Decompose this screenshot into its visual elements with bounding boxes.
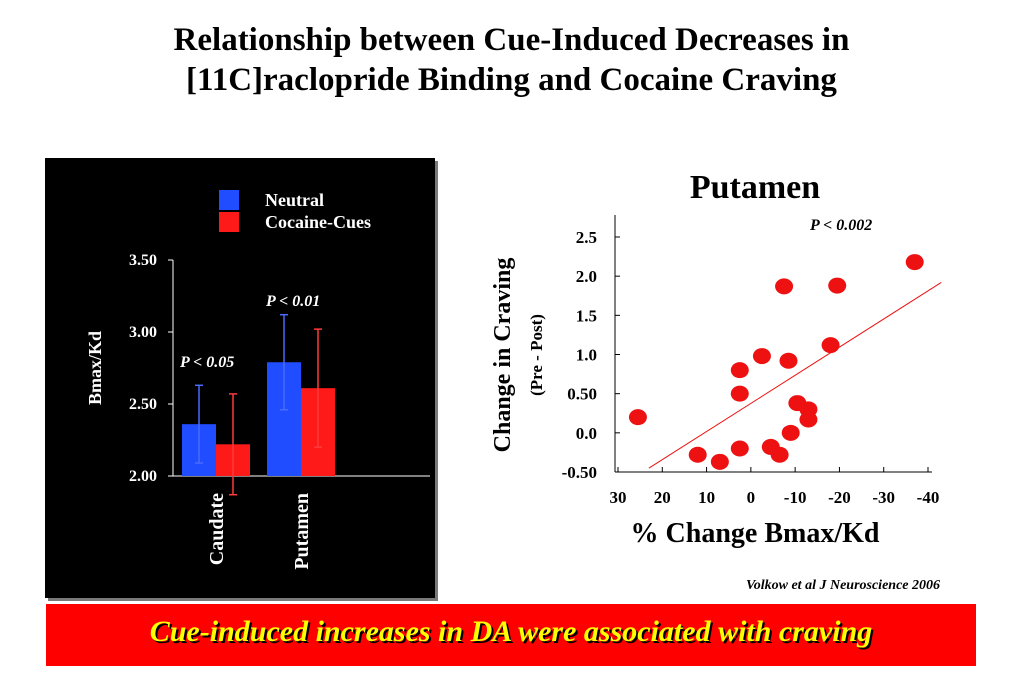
- p-value-caudate: P < 0.05: [179, 354, 234, 371]
- bar-chart: 2.00 2.50 3.00 3.50 Bmax/Kd Caudate Putamen P <…: [85, 190, 430, 570]
- data-point: [770, 446, 789, 463]
- y-tick-label: -0.50: [562, 463, 597, 482]
- slide-title-line-2: [11C]raclopride Binding and Cocaine Crav…: [186, 62, 837, 98]
- data-point: [799, 411, 818, 428]
- data-point: [775, 278, 794, 295]
- category-label-caudate: Caudate: [206, 493, 228, 565]
- data-point: [688, 446, 707, 463]
- slide-title: Relationship between Cue-Induced Decreas…: [0, 20, 1023, 100]
- y-tick-label: 2.00: [129, 468, 157, 485]
- y-tick-label: 2.50: [129, 396, 157, 413]
- legend-label-neutral: Neutral: [265, 190, 324, 210]
- y-axis-label: Change in Craving: [490, 258, 516, 453]
- x-tick-label: 10: [698, 488, 715, 507]
- legend-swatch-cocainecues: [219, 212, 239, 232]
- y-tick-label: 1.5: [576, 306, 597, 325]
- data-point: [828, 277, 847, 294]
- data-point: [730, 385, 749, 402]
- x-tick-label: -30: [872, 488, 895, 507]
- y-tick-label: 2.0: [576, 267, 597, 286]
- data-point: [905, 254, 924, 271]
- x-tick-label: -40: [917, 488, 940, 507]
- conclusion-banner: Cue-induced increases in DA were associa…: [46, 604, 976, 666]
- x-tick-label: 20: [654, 488, 671, 507]
- data-point: [628, 409, 647, 426]
- legend-label-cocainecues: Cocaine-Cues: [265, 212, 371, 232]
- x-tick-label: 0: [747, 488, 756, 507]
- data-point: [821, 337, 840, 354]
- conclusion-text: Cue-induced increases in DA were associa…: [149, 615, 873, 648]
- data-point: [730, 440, 749, 457]
- bar-chart-panel: 2.00 2.50 3.00 3.50 Bmax/Kd Caudate Putamen P <…: [45, 158, 435, 598]
- y-axis-label: Bmax/Kd: [85, 331, 105, 405]
- x-tick-label: -20: [828, 488, 851, 507]
- y-tick-label: 0.0: [576, 424, 597, 443]
- x-tick-label: -10: [784, 488, 807, 507]
- y-tick-label: 1.0: [576, 346, 597, 365]
- data-point: [781, 424, 800, 441]
- data-point: [710, 453, 729, 470]
- p-value-scatter: P < 0.002: [809, 217, 872, 234]
- y-tick-label: 3.00: [129, 324, 157, 341]
- y-tick-label: 3.50: [129, 252, 157, 269]
- legend-swatch-neutral: [219, 190, 239, 210]
- y-tick-label: 0.50: [567, 385, 597, 404]
- x-tick-label: 30: [610, 488, 627, 507]
- x-axis-label: % Change Bmax/Kd: [631, 518, 880, 549]
- category-label-putamen: Putamen: [291, 493, 313, 570]
- p-value-putamen: P < 0.01: [265, 293, 320, 310]
- y-tick-label: 2.5: [576, 228, 597, 247]
- data-point: [779, 352, 798, 369]
- slide-title-line-1: Relationship between Cue-Induced Decreas…: [173, 22, 850, 58]
- y-axis-sublabel: (Pre - Post): [527, 314, 546, 396]
- data-point: [752, 348, 771, 365]
- data-point: [730, 362, 749, 379]
- scatter-title: Putamen: [690, 169, 820, 206]
- trend-line: [648, 282, 942, 469]
- citation: Volkow et al J Neuroscience 2006: [745, 578, 940, 593]
- scatter-chart: Putamen P < 0.002 -0.50 0.0 0.50 1.0 1.5 2.0 2.5…: [490, 169, 942, 549]
